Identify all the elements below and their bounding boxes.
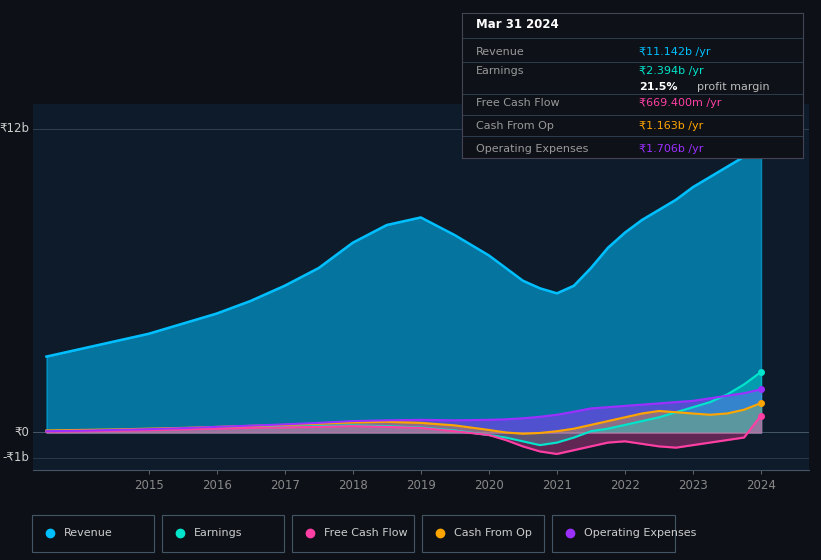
Text: Free Cash Flow: Free Cash Flow [323, 529, 407, 538]
Text: ₹0: ₹0 [14, 426, 29, 439]
Text: profit margin: profit margin [697, 82, 770, 92]
Text: 21.5%: 21.5% [640, 82, 678, 92]
Text: ₹1.163b /yr: ₹1.163b /yr [640, 121, 704, 131]
Text: Earnings: Earnings [194, 529, 242, 538]
Text: ₹12b: ₹12b [0, 123, 29, 136]
Text: ₹669.400m /yr: ₹669.400m /yr [640, 98, 722, 108]
Text: Revenue: Revenue [64, 529, 112, 538]
Text: Free Cash Flow: Free Cash Flow [476, 98, 559, 108]
Text: Operating Expenses: Operating Expenses [584, 529, 696, 538]
Text: Cash From Op: Cash From Op [476, 121, 553, 131]
Text: Earnings: Earnings [476, 66, 525, 76]
Text: Revenue: Revenue [476, 48, 525, 58]
Text: ₹11.142b /yr: ₹11.142b /yr [640, 48, 711, 58]
Text: Mar 31 2024: Mar 31 2024 [476, 18, 558, 31]
Text: Cash From Op: Cash From Op [454, 529, 532, 538]
Text: ₹1.706b /yr: ₹1.706b /yr [640, 144, 704, 154]
Text: -₹1b: -₹1b [2, 451, 29, 464]
Text: Operating Expenses: Operating Expenses [476, 144, 588, 154]
Text: ₹2.394b /yr: ₹2.394b /yr [640, 66, 704, 76]
